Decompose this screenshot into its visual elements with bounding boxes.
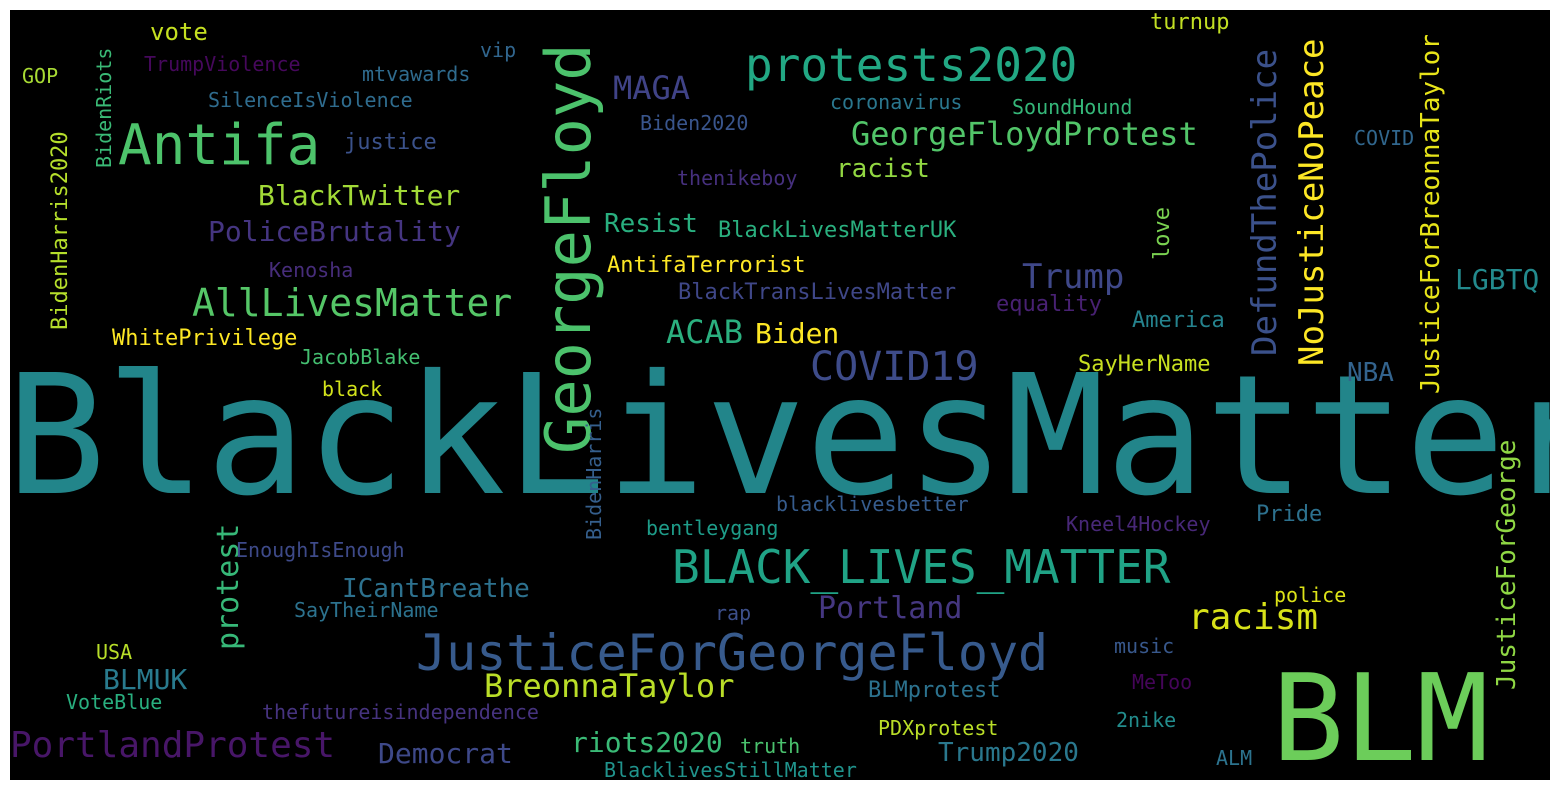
word-silenceisviolence: SilenceIsViolence <box>208 88 413 112</box>
word-mtvawards: mtvawards <box>362 62 471 86</box>
word-voteblue: VoteBlue <box>66 690 163 714</box>
word-blacklivesbetter: blacklivesbetter <box>776 492 969 516</box>
word-metoo: MeToo <box>1132 670 1193 694</box>
word-trump: Trump <box>1022 257 1125 297</box>
word-bidenharris2020: BidenHarris2020 <box>48 131 73 330</box>
word-black-lives-matter-caps: BLACK_LIVES_MATTER <box>672 540 1171 594</box>
word-defundthepolice: DefundThePolice <box>1245 48 1285 356</box>
word-jacobblake: JacobBlake <box>300 345 421 369</box>
word-saytheirname: SayTheirName <box>294 598 439 622</box>
word-coronavirus: coronavirus <box>830 90 963 114</box>
word-turnup: turnup <box>1150 10 1230 35</box>
word-2nike: 2nike <box>1116 708 1177 732</box>
word-racism: racism <box>1188 597 1319 638</box>
word-vote: vote <box>150 18 208 46</box>
word-justiceforbreonnataylor: JusticeForBreonnaTaylor <box>1416 33 1446 394</box>
word-music: music <box>1114 634 1175 658</box>
word-justice: justice <box>344 130 437 155</box>
word-covid19: COVID19 <box>810 344 979 390</box>
word-thefutureisindependence: thefutureisindependence <box>262 700 539 724</box>
word-covid: COVID <box>1354 126 1415 150</box>
word-kneel4hockey: Kneel4Hockey <box>1066 512 1211 536</box>
word-democrat: Democrat <box>378 737 513 770</box>
word-trumpviolence: TrumpViolence <box>144 52 301 76</box>
word-antifaterrorist: AntifaTerrorist <box>607 253 806 278</box>
word-blmuk: BLMUK <box>103 663 188 696</box>
word-racist: racist <box>836 154 930 184</box>
word-icantbreathe: ICantBreathe <box>342 574 530 604</box>
word-america: America <box>1132 308 1225 333</box>
word-cloud: BlackLivesMatter BLM GeorgeFloyd Antifa … <box>10 10 1550 780</box>
word-nba: NBA <box>1347 358 1394 388</box>
word-portland: Portland <box>818 591 963 626</box>
word-thenikeboy: thenikeboy <box>677 166 798 190</box>
word-blacklivesmatteruk: BlackLivesMatterUK <box>718 218 957 243</box>
word-blacktranslivesmatter: BlackTransLivesMatter <box>678 280 957 305</box>
word-policebrutality: PoliceBrutality <box>208 215 461 248</box>
word-trump2020: Trump2020 <box>938 738 1079 768</box>
word-bidenriots: BidenRiots <box>92 47 116 168</box>
word-pride: Pride <box>1256 502 1323 527</box>
word-blacklivesstillmatter: BlacklivesStillMatter <box>604 758 857 780</box>
word-biden: Biden <box>755 317 840 350</box>
word-sayhername: SayHerName <box>1078 352 1211 377</box>
word-nojusticenopeace: NoJusticeNoPeace <box>1292 38 1332 366</box>
word-justiceforgeorgefloyd: JusticeForGeorgeFloyd <box>416 624 1049 682</box>
word-acab: ACAB <box>666 313 744 351</box>
word-blmprotest: BLMprotest <box>868 678 1001 703</box>
word-blm: BLM <box>1272 650 1489 780</box>
word-antifa: Antifa <box>118 113 321 178</box>
word-bentleygang: bentleygang <box>646 516 779 540</box>
word-usa: USA <box>96 640 133 664</box>
word-bidenharris: BidenHarris <box>582 407 606 540</box>
word-rap: rap <box>715 601 752 625</box>
word-biden2020: Biden2020 <box>640 111 749 135</box>
word-breonnataylor: BreonnaTaylor <box>484 667 735 705</box>
word-whiteprivilege: WhitePrivilege <box>112 326 298 351</box>
word-georgefloydprotest: GeorgeFloydProtest <box>851 115 1198 153</box>
word-kenosha: Kenosha <box>269 258 354 282</box>
word-gop: GOP <box>22 64 59 88</box>
word-equality: equality <box>996 292 1102 317</box>
word-alllivesmatter: AllLivesMatter <box>192 281 513 325</box>
word-georgefloyd: GeorgeFloyd <box>532 43 605 454</box>
word-lgbtq: LGBTQ <box>1455 263 1540 296</box>
word-love: love <box>1150 207 1175 260</box>
word-blacklivesmatter: BlackLivesMatter <box>10 340 1550 533</box>
word-truth: truth <box>740 734 801 758</box>
word-soundhound: SoundHound <box>1012 95 1133 119</box>
word-maga: MAGA <box>613 69 691 107</box>
word-protests2020: protests2020 <box>745 38 1078 92</box>
word-justiceforgeorge: JusticeForGeorge <box>1492 439 1522 690</box>
word-blacktwitter: BlackTwitter <box>258 179 461 212</box>
word-portlandprotest: PortlandProtest <box>10 725 336 766</box>
word-riots2020: riots2020 <box>571 726 723 759</box>
word-alm: ALM <box>1216 746 1253 770</box>
word-pdxprotest: PDXprotest <box>878 716 999 740</box>
word-vip: vip <box>480 38 517 62</box>
word-enoughisenough: EnoughIsEnough <box>236 538 405 562</box>
word-black: black <box>322 377 383 401</box>
word-resist: Resist <box>604 209 698 239</box>
word-police: police <box>1274 583 1347 607</box>
